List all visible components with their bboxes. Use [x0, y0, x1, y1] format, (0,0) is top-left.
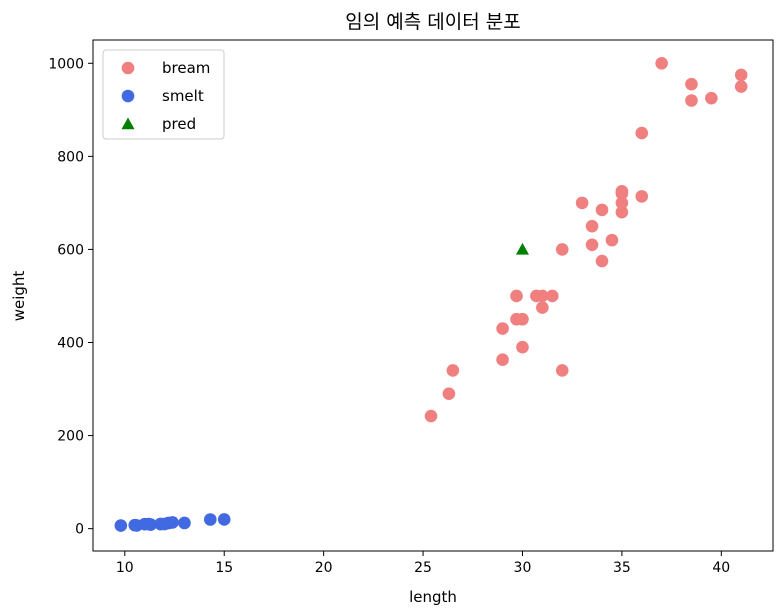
- bream-point: [615, 205, 629, 219]
- bream-point: [536, 289, 549, 303]
- bream-point: [615, 196, 629, 210]
- bream-point: [555, 243, 569, 256]
- bream-point: [595, 203, 609, 217]
- bream-point: [510, 289, 523, 303]
- smelt-point: [144, 518, 157, 531]
- x-tick-label: 35: [613, 560, 631, 576]
- bream-point: [635, 126, 649, 140]
- bream-point: [705, 91, 718, 105]
- bream-point: [734, 80, 748, 93]
- bream-point: [685, 94, 698, 107]
- smelt-point: [204, 513, 217, 526]
- bream-point: [446, 364, 460, 377]
- bream-point: [605, 233, 619, 247]
- bream-point: [585, 238, 599, 252]
- smelt-point: [114, 519, 128, 532]
- bream-point: [685, 77, 698, 91]
- smelt-point: [178, 516, 191, 530]
- bream-point: [585, 219, 599, 233]
- y-tick-label: 600: [57, 242, 84, 258]
- y-tick-label: 1000: [48, 56, 84, 72]
- x-axis-label: length: [409, 588, 457, 606]
- legend-marker-pred: [121, 117, 135, 130]
- bream-point: [516, 340, 529, 354]
- bream-point: [516, 312, 529, 326]
- x-tick-label: 20: [315, 560, 333, 576]
- bream-point: [635, 190, 649, 203]
- legend-label-bream: bream: [162, 59, 210, 77]
- y-tick-label: 0: [75, 522, 84, 538]
- pred-point: [515, 242, 529, 255]
- bream-point: [655, 56, 668, 70]
- data-points: [114, 56, 748, 532]
- x-tick-label: 15: [215, 560, 233, 576]
- legend-box: [102, 49, 225, 140]
- smelt-point: [217, 513, 231, 526]
- bream-point: [496, 353, 509, 367]
- legend-label-smelt: smelt: [162, 87, 204, 105]
- bream-point: [615, 187, 629, 200]
- y-tick-label: 800: [57, 149, 84, 165]
- x-axis: 10 15 20 25 30 35 40: [116, 551, 730, 576]
- bream-point: [595, 254, 609, 268]
- x-tick-label: 25: [414, 560, 432, 576]
- bream-point: [496, 322, 509, 335]
- y-tick-label: 200: [57, 429, 84, 445]
- y-axis-label: weight: [10, 271, 28, 322]
- y-tick-label: 400: [57, 336, 84, 352]
- bream-point: [442, 387, 456, 400]
- bream-point: [424, 409, 438, 423]
- bream-point: [555, 364, 569, 377]
- bream-point: [545, 289, 559, 303]
- y-axis: 0 200 400 600 800 1000: [48, 56, 93, 538]
- legend-marker-smelt: [121, 89, 135, 103]
- x-tick-label: 10: [116, 560, 134, 576]
- x-tick-label: 30: [514, 560, 532, 576]
- legend-marker-bream: [121, 61, 135, 75]
- legend: bream smelt pred: [102, 49, 225, 140]
- bream-point: [734, 68, 748, 82]
- chart-title: 임의 예측 데이터 분포: [345, 11, 520, 33]
- bream-point: [536, 301, 549, 314]
- legend-label-pred: pred: [162, 115, 196, 133]
- smelt-point: [166, 516, 179, 529]
- x-tick-label: 40: [712, 560, 730, 576]
- bream-point: [575, 196, 589, 210]
